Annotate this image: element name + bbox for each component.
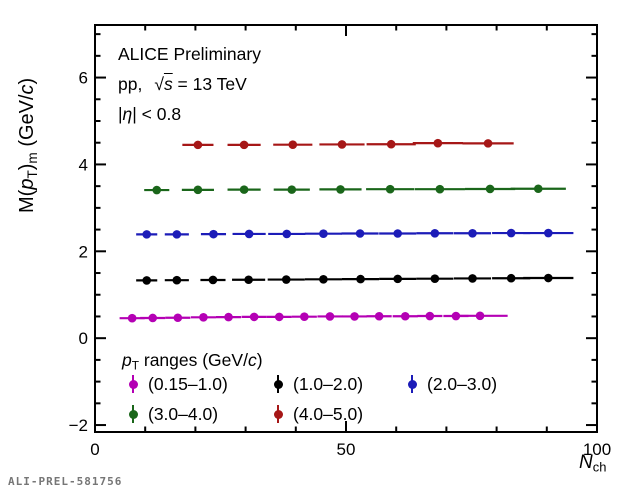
svg-text:4: 4 [79, 155, 88, 174]
annotation-eta-cut: |η| < 0.8 [118, 104, 182, 124]
data-series [119, 138, 574, 323]
legend-label: (4.0–5.0) [293, 403, 364, 424]
svg-text:6: 6 [79, 69, 88, 88]
series-(3.0–4.0) [144, 184, 566, 195]
legend-entry-1.0-2.0: (1.0–2.0) [269, 373, 363, 395]
axis-ticks [94, 25, 598, 432]
legend-marker-red-icon [269, 403, 287, 425]
series-(2.0–3.0) [136, 228, 574, 239]
legend-label: (2.0–3.0) [427, 373, 498, 394]
legend-label: (3.0–4.0) [148, 403, 219, 424]
legend-entry-4.0-5.0: (4.0–5.0) [269, 403, 363, 425]
legend-label: (0.15–1.0) [148, 373, 228, 394]
legend-title: pT ranges (GeV/c) [122, 350, 263, 373]
annotation-alice-preliminary: ALICE Preliminary [118, 44, 261, 64]
svg-text:2: 2 [79, 242, 88, 261]
legend-label: (1.0–2.0) [293, 373, 364, 394]
legend-marker-blue-icon [403, 373, 421, 395]
series-(0.15–1.0) [119, 311, 508, 323]
x-axis-label: Nch [579, 452, 607, 475]
sqrt-symbol: √ [154, 74, 164, 94]
annotation-block: ALICE Preliminary pp, √s = 13 TeV |η| < 0… [118, 39, 261, 129]
svg-text:100: 100 [583, 440, 611, 459]
legend-entry-3.0-4.0: (3.0–4.0) [124, 403, 218, 425]
figure-id-watermark: ALI-PREL-581756 [8, 475, 123, 488]
legend-marker-magenta-icon [124, 373, 142, 395]
svg-text:−2: −2 [69, 416, 88, 435]
svg-text:0: 0 [90, 440, 99, 459]
y-axis-label: M(pT)m (GeV/c) [16, 77, 40, 213]
svg-text:0: 0 [79, 329, 88, 348]
series-(1.0–2.0) [136, 273, 574, 285]
legend-marker-green-icon [124, 403, 142, 425]
annotation-collision-system: pp, √s = 13 TeV [118, 74, 247, 94]
legend-entry-2.0-3.0: (2.0–3.0) [403, 373, 497, 395]
svg-text:50: 50 [337, 440, 356, 459]
legend-entry-0.15-1.0: (0.15–1.0) [124, 373, 228, 395]
legend-marker-black-icon [269, 373, 287, 395]
series-(4.0–5.0) [182, 138, 514, 150]
